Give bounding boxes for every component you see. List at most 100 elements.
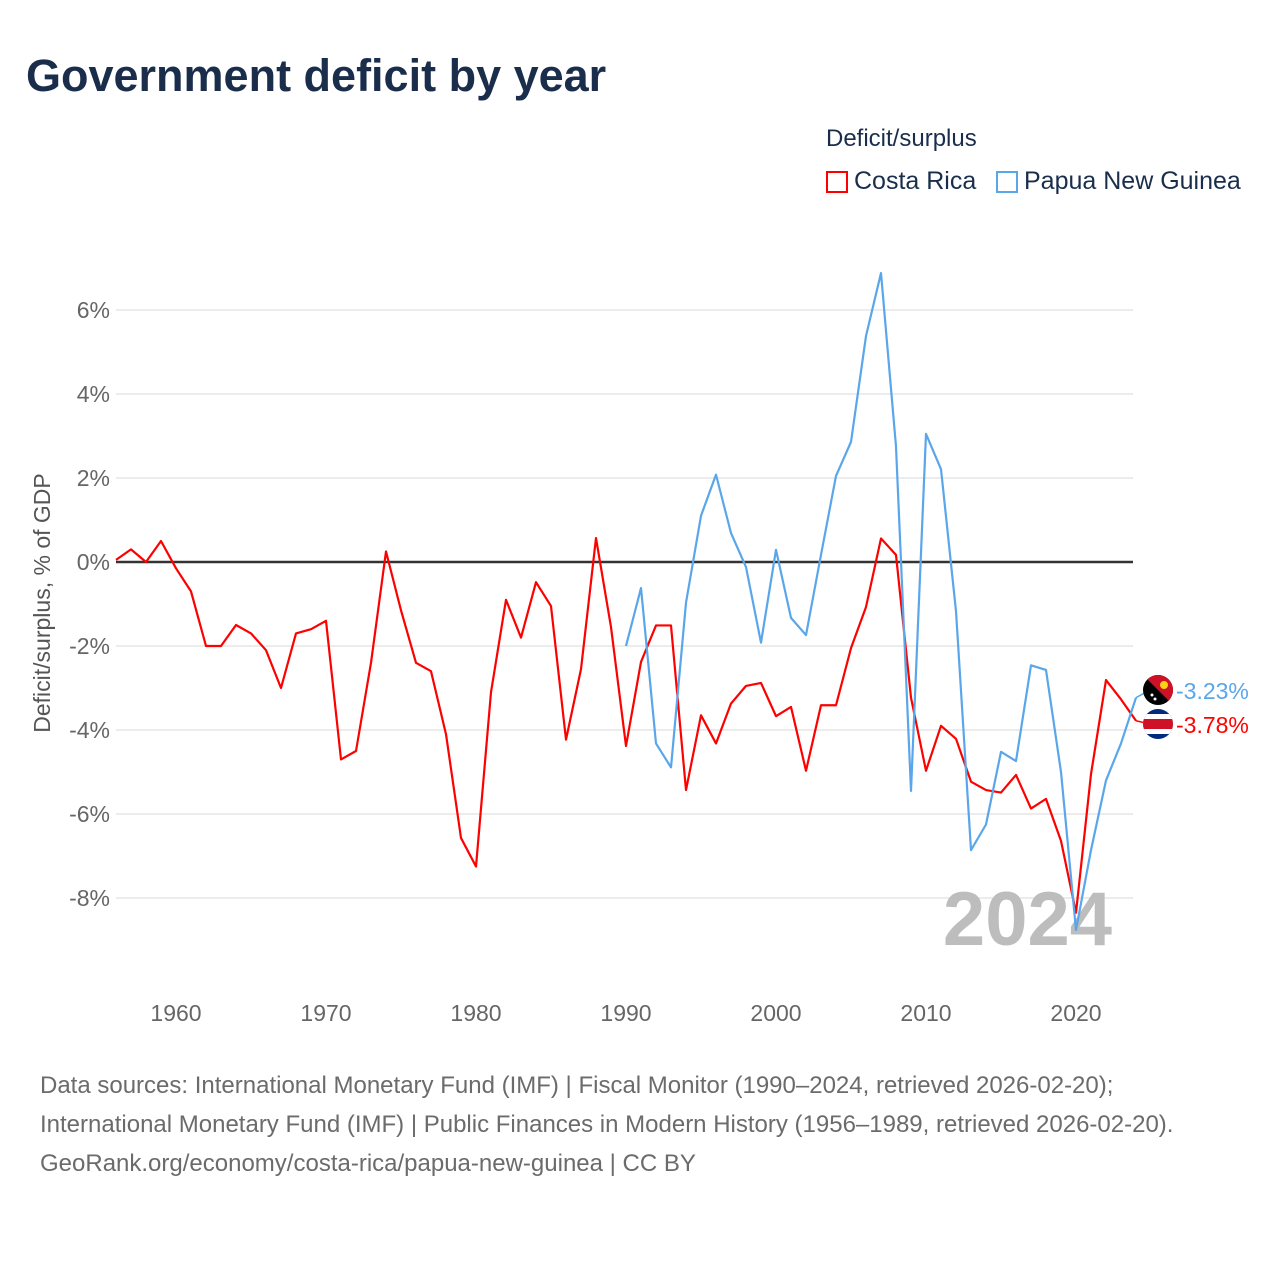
data-point[interactable] xyxy=(1088,771,1094,777)
data-point[interactable] xyxy=(848,439,854,445)
series-line-papua-new-guinea[interactable] xyxy=(624,271,1138,932)
data-point[interactable] xyxy=(668,764,674,770)
data-point[interactable] xyxy=(923,431,929,437)
data-point[interactable] xyxy=(728,701,734,707)
data-point[interactable] xyxy=(323,618,329,624)
data-point[interactable] xyxy=(443,731,449,737)
data-point[interactable] xyxy=(503,597,509,603)
data-point[interactable] xyxy=(1118,740,1124,746)
data-point[interactable] xyxy=(578,666,584,672)
data-point[interactable] xyxy=(743,683,749,689)
data-point[interactable] xyxy=(203,643,209,649)
data-point[interactable] xyxy=(218,643,224,649)
data-point[interactable] xyxy=(893,552,899,558)
data-point[interactable] xyxy=(788,615,794,621)
data-point[interactable] xyxy=(1058,769,1064,775)
data-point[interactable] xyxy=(248,630,254,636)
data-point[interactable] xyxy=(833,702,839,708)
data-point[interactable] xyxy=(143,559,149,565)
data-point[interactable] xyxy=(113,557,119,563)
data-point[interactable] xyxy=(893,444,899,450)
data-point[interactable] xyxy=(983,787,989,793)
data-point[interactable] xyxy=(638,585,644,591)
data-point[interactable] xyxy=(713,740,719,746)
data-point[interactable] xyxy=(968,847,974,853)
data-point[interactable] xyxy=(518,635,524,641)
data-point[interactable] xyxy=(278,685,284,691)
data-point[interactable] xyxy=(818,702,824,708)
data-point[interactable] xyxy=(173,565,179,571)
data-point[interactable] xyxy=(398,607,404,613)
data-point[interactable] xyxy=(758,680,764,686)
data-point[interactable] xyxy=(653,622,659,628)
data-point[interactable] xyxy=(803,632,809,638)
data-point[interactable] xyxy=(488,689,494,695)
data-point[interactable] xyxy=(698,712,704,718)
data-point[interactable] xyxy=(773,713,779,719)
data-point[interactable] xyxy=(863,333,869,339)
data-point[interactable] xyxy=(1043,796,1049,802)
data-point[interactable] xyxy=(1118,696,1124,702)
data-point[interactable] xyxy=(368,660,374,666)
data-point[interactable] xyxy=(1088,847,1094,853)
data-point[interactable] xyxy=(233,622,239,628)
data-point[interactable] xyxy=(623,743,629,749)
data-point[interactable] xyxy=(953,736,959,742)
data-point[interactable] xyxy=(128,546,134,552)
data-point[interactable] xyxy=(158,538,164,544)
data-point[interactable] xyxy=(698,513,704,519)
data-point[interactable] xyxy=(788,704,794,710)
data-point[interactable] xyxy=(923,768,929,774)
data-point[interactable] xyxy=(338,756,344,762)
data-point[interactable] xyxy=(383,549,389,555)
data-point[interactable] xyxy=(1073,927,1079,933)
data-point[interactable] xyxy=(938,466,944,472)
data-point[interactable] xyxy=(1028,806,1034,812)
credit-link[interactable]: GeoRank.org/economy/costa-rica/papua-new… xyxy=(40,1150,696,1177)
data-point[interactable] xyxy=(743,564,749,570)
series-line-costa-rica[interactable] xyxy=(115,536,1137,914)
legend-item-costa-rica[interactable]: Costa Rica xyxy=(826,167,976,196)
data-point[interactable] xyxy=(683,600,689,606)
data-point[interactable] xyxy=(563,737,569,743)
data-point[interactable] xyxy=(533,579,539,585)
data-point[interactable] xyxy=(548,603,554,609)
data-point[interactable] xyxy=(758,640,764,646)
data-point[interactable] xyxy=(593,535,599,541)
data-point[interactable] xyxy=(1028,662,1034,668)
data-point[interactable] xyxy=(1103,777,1109,783)
data-point[interactable] xyxy=(983,822,989,828)
data-point[interactable] xyxy=(878,535,884,541)
data-point[interactable] xyxy=(263,647,269,653)
legend-item-papua-new-guinea[interactable]: Papua New Guinea xyxy=(996,167,1241,196)
data-point[interactable] xyxy=(908,695,914,701)
data-point[interactable] xyxy=(863,604,869,610)
data-point[interactable] xyxy=(683,787,689,793)
data-point[interactable] xyxy=(998,749,1004,755)
data-point[interactable] xyxy=(353,748,359,754)
data-point[interactable] xyxy=(653,740,659,746)
data-point[interactable] xyxy=(458,835,464,841)
data-point[interactable] xyxy=(953,608,959,614)
data-point[interactable] xyxy=(308,626,314,632)
data-point[interactable] xyxy=(848,645,854,651)
data-point[interactable] xyxy=(413,660,419,666)
data-point[interactable] xyxy=(938,723,944,729)
data-point[interactable] xyxy=(1013,758,1019,764)
data-point[interactable] xyxy=(968,779,974,785)
data-point[interactable] xyxy=(638,659,644,665)
data-point[interactable] xyxy=(818,552,824,558)
data-point[interactable] xyxy=(1043,667,1049,673)
data-point[interactable] xyxy=(623,643,629,649)
data-point[interactable] xyxy=(188,588,194,594)
data-point[interactable] xyxy=(773,547,779,553)
data-point[interactable] xyxy=(293,630,299,636)
data-point[interactable] xyxy=(668,622,674,628)
data-point[interactable] xyxy=(713,472,719,478)
data-point[interactable] xyxy=(833,473,839,479)
data-point[interactable] xyxy=(908,788,914,794)
data-point[interactable] xyxy=(728,530,734,536)
data-point[interactable] xyxy=(428,668,434,674)
data-point[interactable] xyxy=(803,768,809,774)
data-point[interactable] xyxy=(878,270,884,276)
